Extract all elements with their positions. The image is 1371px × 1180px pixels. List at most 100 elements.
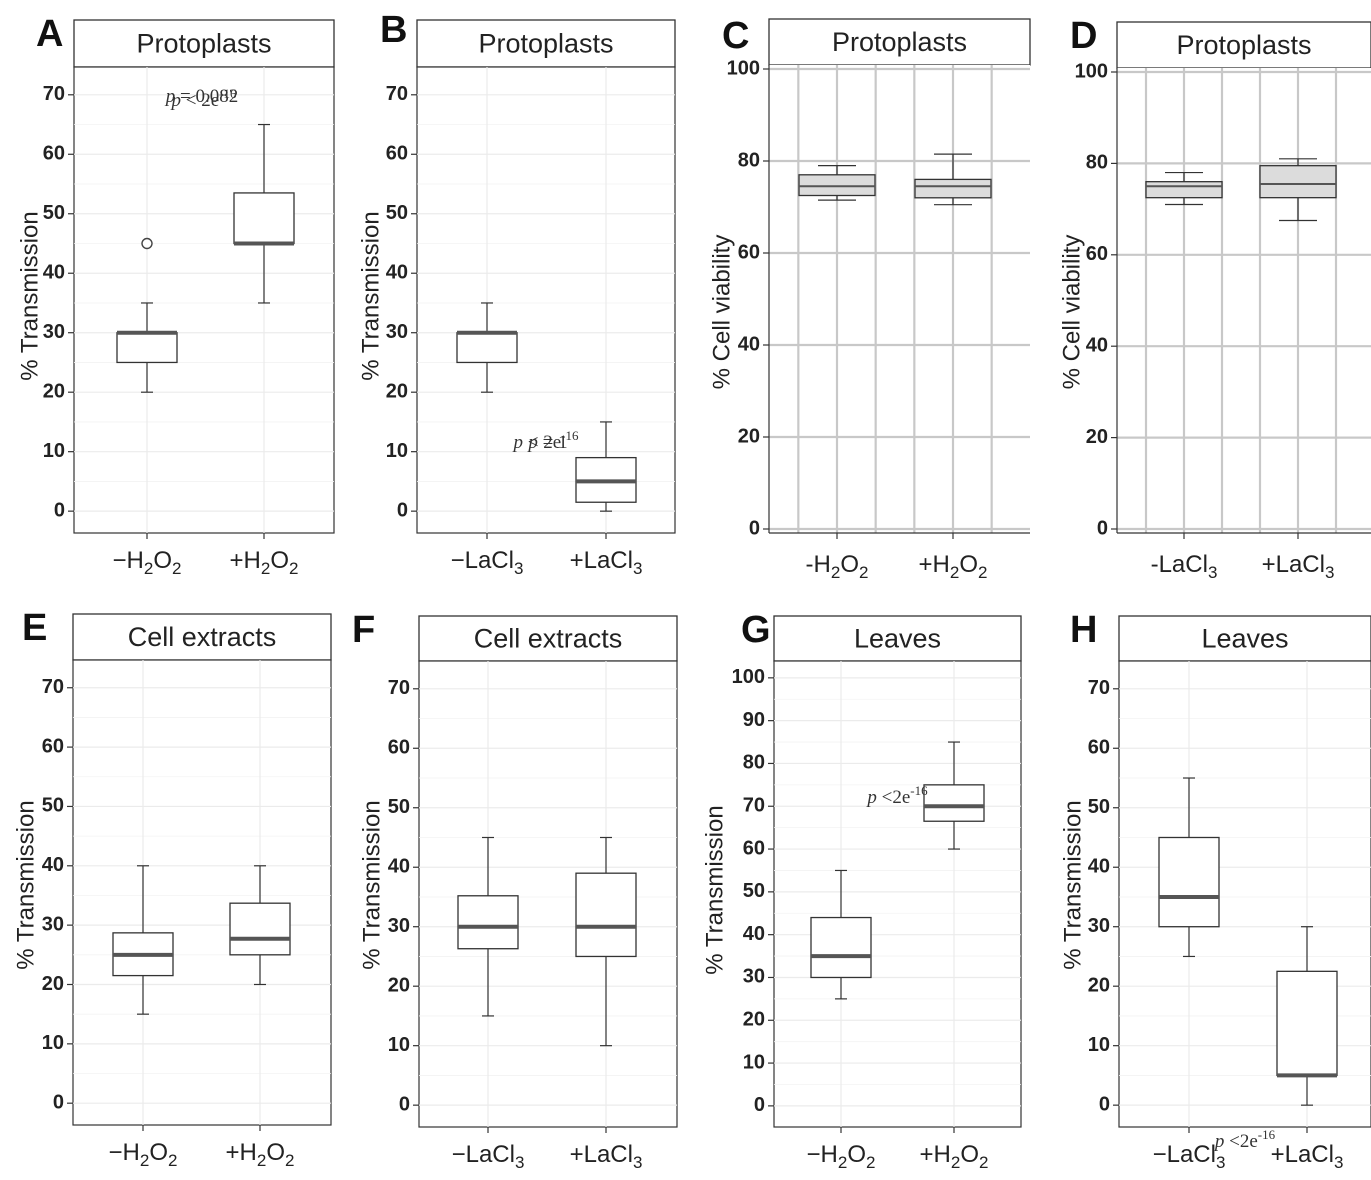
box-iqr — [810, 916, 872, 979]
box-iqr — [923, 784, 985, 822]
facet-header — [1116, 21, 1371, 69]
y-axis-label: % Cell viability — [1058, 235, 1085, 390]
y-tick-label: 60 — [43, 143, 65, 165]
y-tick-label: 90 — [743, 709, 765, 731]
x-category-label: −H2O2 — [113, 547, 182, 578]
x-category-label: +H2O2 — [226, 1139, 295, 1170]
y-tick-label: 0 — [54, 499, 65, 521]
box-2 — [1276, 926, 1338, 1106]
x-category-label: -LaCl3 — [1151, 551, 1218, 582]
y-axis-label: % Transmission — [357, 211, 384, 380]
x-category-label: +LaCl3 — [570, 1141, 643, 1172]
x-category-label: −H2O2 — [109, 1139, 178, 1170]
y-tick-label: 10 — [743, 1051, 765, 1073]
box-iqr — [1145, 181, 1223, 199]
y-tick-label: 60 — [1088, 737, 1110, 759]
y-tick-label: 50 — [43, 202, 65, 224]
y-tick-label: 10 — [42, 1032, 64, 1054]
y-tick-label: 10 — [386, 440, 408, 462]
box-2 — [923, 741, 985, 850]
y-tick-label: 40 — [743, 923, 765, 945]
y-tick-label: 50 — [386, 202, 408, 224]
y-tick-label: 30 — [743, 966, 765, 988]
y-tick-label: 30 — [42, 913, 64, 935]
y-tick-label: 10 — [43, 440, 65, 462]
box-2 — [575, 836, 637, 1047]
facet-title: Protoplasts — [1176, 30, 1311, 60]
box-1 — [116, 237, 178, 393]
p-value-annotation: p = 1 — [526, 432, 567, 453]
y-tick-label: 70 — [42, 676, 64, 698]
y-tick-label: 60 — [738, 241, 760, 263]
facet-title: Cell extracts — [474, 624, 623, 654]
y-tick-label: 20 — [738, 425, 760, 447]
y-tick-label: 30 — [1088, 915, 1110, 937]
facet-header — [416, 19, 676, 68]
box-2 — [1259, 158, 1337, 222]
plot-area — [769, 65, 1030, 533]
plot-area — [1117, 68, 1371, 533]
y-tick-label: 70 — [1088, 677, 1110, 699]
panel-letter: F — [352, 609, 375, 651]
y-tick-label: 30 — [43, 321, 65, 343]
facet-header — [418, 615, 678, 662]
y-tick-label: 80 — [743, 752, 765, 774]
y-tick-label: 100 — [727, 57, 760, 79]
y-tick-label: 0 — [1099, 1093, 1110, 1115]
box-iqr — [798, 174, 876, 197]
y-tick-label: 60 — [386, 143, 408, 165]
panel-letter: H — [1070, 609, 1097, 651]
y-tick-label: 80 — [738, 149, 760, 171]
x-category-label: +H2O2 — [230, 547, 299, 578]
panel-letter: C — [722, 15, 749, 57]
y-tick-label: 20 — [743, 1009, 765, 1031]
y-tick-label: 40 — [738, 333, 760, 355]
y-axis-label: % Transmission — [358, 800, 385, 969]
y-tick-label: 100 — [732, 666, 765, 688]
y-tick-label: 50 — [42, 795, 64, 817]
y-axis-label: % Transmission — [701, 805, 728, 974]
plot-area — [418, 660, 678, 1128]
panel-letter: G — [741, 609, 771, 651]
y-tick-label: 80 — [1086, 152, 1108, 174]
facet-header — [768, 18, 1031, 66]
panel-h: H Leaves 0 10 20 30 40 50 60 70 % Transmission −LaC… — [1059, 609, 1371, 1172]
y-tick-label: 20 — [386, 380, 408, 402]
facet-title: Protoplasts — [136, 29, 271, 59]
panel-f: F Cell extracts 0 10 20 30 40 50 60 70 % Transmiss… — [352, 432, 678, 1172]
y-tick-label: 40 — [388, 856, 410, 878]
plot-area — [73, 66, 335, 534]
p-value-annotation: p <2e-16 — [865, 783, 928, 808]
y-tick-label: 0 — [399, 1093, 410, 1115]
box-iqr — [914, 178, 992, 199]
plot-area — [773, 660, 1022, 1128]
x-category-label: −LaCl3 — [451, 547, 524, 578]
facet-header — [72, 613, 332, 661]
y-axis-label: % Transmission — [1059, 800, 1086, 969]
x-category-label: −LaCl3 — [1153, 1141, 1226, 1172]
panel-a: A Protoplasts 0 10 20 30 40 50 60 70 % Transmissio… — [16, 13, 335, 578]
box-iqr — [1259, 165, 1337, 199]
x-category-label: -H2O2 — [806, 551, 869, 582]
y-tick-label: 40 — [386, 262, 408, 284]
y-axis-label: % Cell viability — [708, 235, 735, 390]
y-tick-label: 40 — [43, 262, 65, 284]
x-category-label: −H2O2 — [807, 1141, 876, 1172]
panel-e: E Cell extracts 0 10 20 30 40 50 60 70 % Transmiss… — [12, 86, 332, 1170]
box-iqr — [457, 895, 519, 950]
x-category-label: +H2O2 — [919, 551, 988, 582]
facet-title: Protoplasts — [478, 29, 613, 59]
y-tick-label: 20 — [1086, 426, 1108, 448]
y-tick-label: 0 — [397, 499, 408, 521]
y-tick-label: 10 — [388, 1034, 410, 1056]
box-1 — [810, 869, 872, 1000]
y-tick-label: 20 — [388, 974, 410, 996]
box-2 — [233, 123, 295, 304]
y-tick-label: 40 — [1088, 856, 1110, 878]
y-tick-label: 0 — [1097, 517, 1108, 539]
panel-letter: A — [36, 13, 63, 55]
facet-header — [73, 19, 335, 68]
y-tick-label: 60 — [388, 737, 410, 759]
panel-letter: D — [1070, 15, 1097, 57]
y-tick-label: 100 — [1075, 60, 1108, 82]
